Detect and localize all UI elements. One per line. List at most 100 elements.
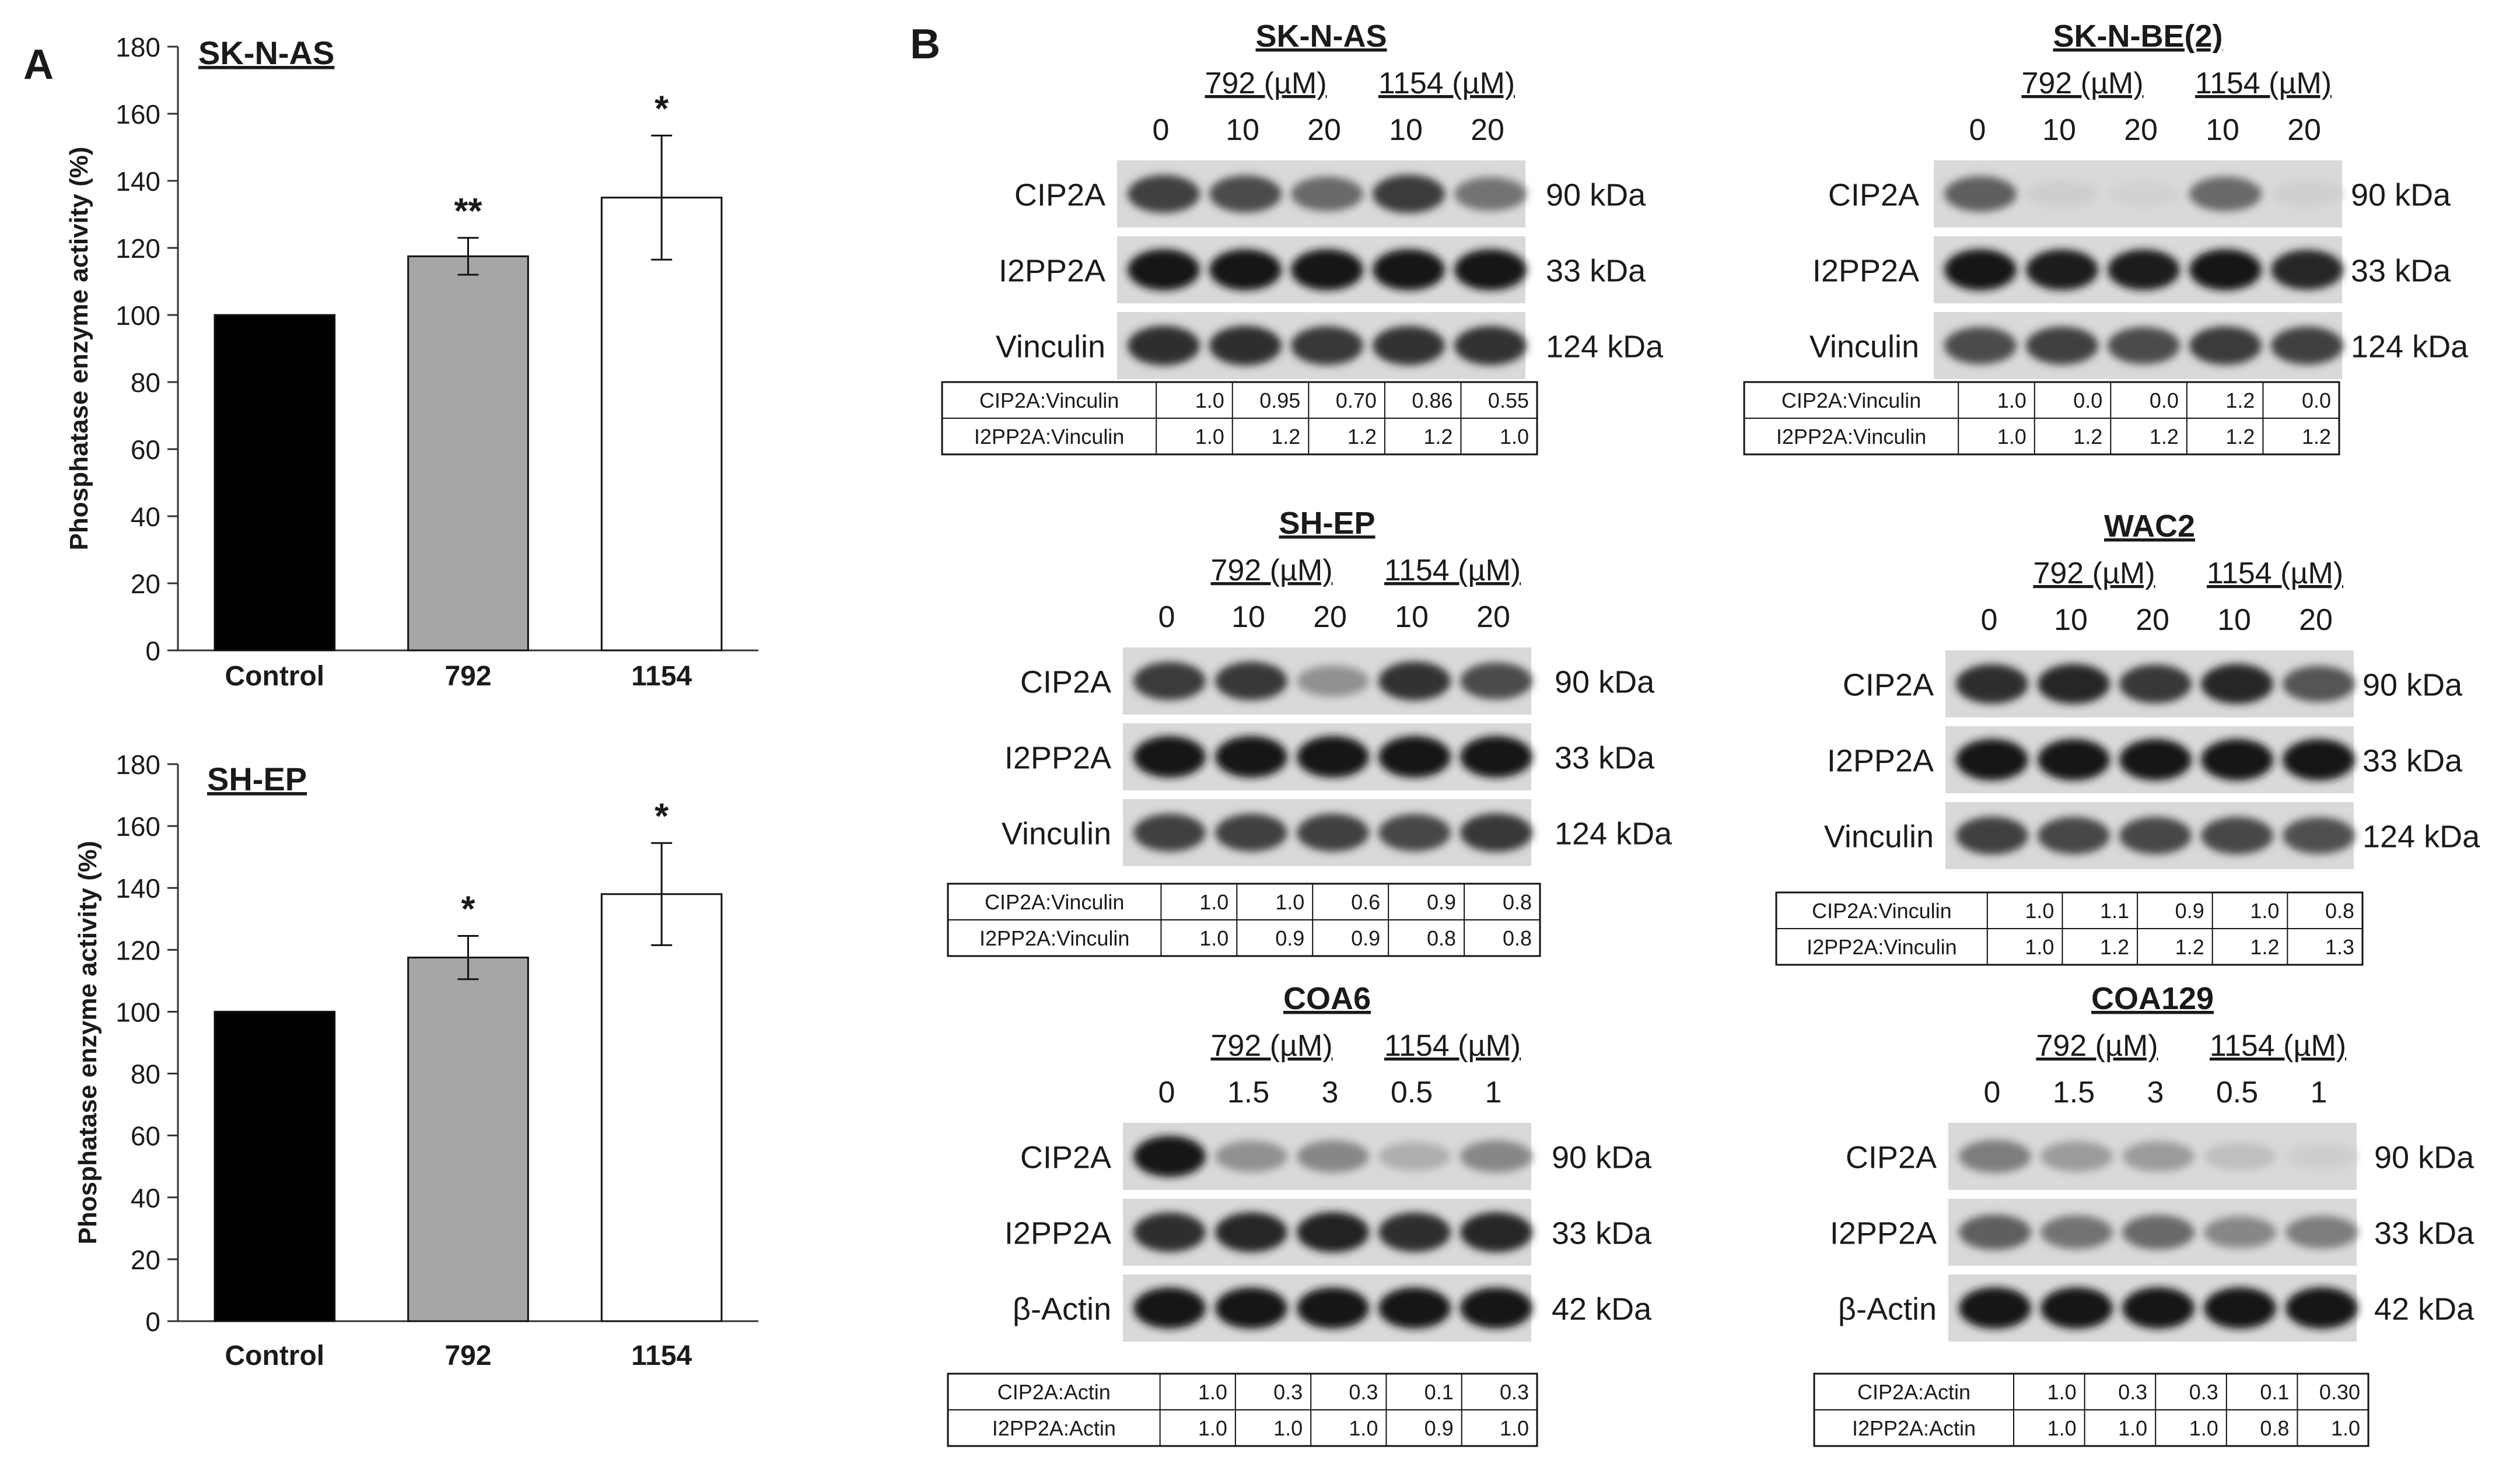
table-cell: 0.9 bbox=[1427, 890, 1456, 914]
bar-charts: 0 20 40 60 80 100 120 140 160 180 SK-N-AS Phosphata… bbox=[65, 32, 758, 1371]
band bbox=[1209, 249, 1282, 290]
lane-label: 20 bbox=[1313, 600, 1347, 634]
band bbox=[2189, 326, 2262, 365]
kda-label: 33 kDa bbox=[2374, 1216, 2474, 1251]
band bbox=[1215, 661, 1287, 701]
band bbox=[1209, 175, 1282, 213]
table-row-label: CIP2A:Actin bbox=[998, 1380, 1111, 1404]
bar-Control bbox=[214, 1010, 336, 1322]
protein-label: Vinculin bbox=[1810, 330, 1919, 365]
table-cell: 1.0 bbox=[1997, 425, 2027, 449]
x-tick-label: 792 bbox=[444, 1340, 491, 1371]
kda-label: 90 kDa bbox=[2351, 178, 2451, 213]
blot-strip--actin: β-Actin 42 kDa bbox=[1838, 1275, 2474, 1342]
x-tick-label: Control bbox=[225, 661, 325, 692]
table-cell: 1.1 bbox=[2100, 899, 2129, 923]
blot-title: SK-N-AS bbox=[1256, 19, 1387, 54]
band bbox=[2201, 817, 2273, 855]
band bbox=[1297, 1212, 1369, 1253]
band bbox=[1959, 1140, 2031, 1173]
band bbox=[1373, 249, 1445, 290]
lane-label: 10 bbox=[1395, 600, 1429, 634]
blot-strip-cip2a: CIP2A 90 kDa bbox=[1828, 160, 2451, 227]
group-label-792: 792 (µM) bbox=[2033, 556, 2155, 590]
band bbox=[1297, 665, 1369, 697]
table-cell: 1.0 bbox=[2048, 1380, 2077, 1404]
kda-label: 90 kDa bbox=[1546, 178, 1646, 213]
protein-label: I2PP2A bbox=[999, 254, 1105, 289]
protein-label: CIP2A bbox=[1020, 665, 1111, 700]
band bbox=[2041, 1287, 2113, 1329]
table-cell: 1.0 bbox=[1195, 388, 1224, 412]
blot-title: COA6 bbox=[1283, 981, 1371, 1016]
band bbox=[2283, 738, 2355, 781]
lane-label: 0 bbox=[1984, 1076, 2001, 1109]
table-row-label: I2PP2A:Actin bbox=[992, 1416, 1116, 1440]
group-label-792: 792 (µM) bbox=[2021, 66, 2143, 100]
band bbox=[1959, 1287, 2031, 1329]
table-cell: 0.86 bbox=[1412, 388, 1452, 412]
kda-label: 33 kDa bbox=[1555, 741, 1655, 776]
lane-label: 0 bbox=[1981, 603, 1998, 637]
table-row-label: CIP2A:Actin bbox=[1857, 1380, 1971, 1404]
group-label-1154: 1154 (µM) bbox=[1384, 554, 1521, 587]
table-cell: 1.0 bbox=[2118, 1416, 2147, 1440]
table-cell: 1.0 bbox=[2250, 899, 2279, 923]
table-cell: 1.2 bbox=[2100, 935, 2129, 959]
lane-label: 10 bbox=[1226, 113, 1259, 147]
lane-label: 0.5 bbox=[1391, 1076, 1433, 1109]
y-tick-label: 40 bbox=[131, 1183, 160, 1213]
band bbox=[2204, 1142, 2276, 1171]
table-cell: 0.8 bbox=[1503, 926, 1532, 950]
significance-label: * bbox=[654, 796, 669, 836]
blot-sk-n-as: SK-N-AS 792 (µM) 1154 (µM) 0 10 20 10 20 CIP2A 90… bbox=[941, 19, 1664, 456]
band bbox=[1297, 736, 1369, 778]
band bbox=[1209, 325, 1282, 366]
band bbox=[1215, 1212, 1287, 1252]
table-cell: 1.0 bbox=[1275, 890, 1304, 914]
blot-strip-cip2a: CIP2A 90 kDa bbox=[1020, 647, 1655, 715]
band bbox=[2204, 1216, 2276, 1249]
group-label-792: 792 (µM) bbox=[2036, 1029, 2158, 1063]
band bbox=[1944, 249, 2017, 290]
band bbox=[1128, 249, 1200, 290]
band bbox=[1215, 1287, 1287, 1329]
quant-table: CIP2A:Vinculin 1.0 1.0 0.6 0.9 0.8 I2PP2A:Vinc… bbox=[947, 883, 1541, 957]
protein-label: CIP2A bbox=[1843, 668, 1934, 703]
lane-label: 0 bbox=[1153, 113, 1170, 147]
table-cell: 0.3 bbox=[1273, 1380, 1303, 1404]
lane-label: 10 bbox=[1231, 600, 1265, 634]
band bbox=[1291, 326, 1363, 365]
blot-strip-i2pp2a: I2PP2A 33 kDa bbox=[1005, 723, 1655, 790]
blot-strip-cip2a: CIP2A 90 kDa bbox=[1020, 1123, 1652, 1190]
quant-table: CIP2A:Vinculin 1.0 0.0 0.0 1.2 0.0 I2PP2A:Vinc… bbox=[1743, 381, 2340, 456]
blot-title: COA129 bbox=[2091, 981, 2214, 1016]
y-tick-label: 0 bbox=[145, 1307, 160, 1337]
band bbox=[1956, 738, 2028, 781]
x-tick-label: Control bbox=[225, 1340, 325, 1371]
table-cell: 1.0 bbox=[1500, 1416, 1529, 1440]
table-cell: 0.8 bbox=[1503, 890, 1532, 914]
lane-label: 0 bbox=[1158, 600, 1175, 634]
table-cell: 1.0 bbox=[1500, 425, 1529, 449]
table-cell: 0.8 bbox=[2325, 899, 2354, 923]
lane-label: 3 bbox=[1322, 1076, 1339, 1109]
group-label-1154: 1154 (µM) bbox=[2210, 1029, 2346, 1063]
y-axis-label: Phosphatase enzyme activity (%) bbox=[74, 841, 102, 1244]
kda-label: 90 kDa bbox=[1555, 665, 1655, 700]
band bbox=[1215, 736, 1287, 778]
table-cell: 0.9 bbox=[1351, 926, 1380, 950]
bar-792 bbox=[407, 255, 529, 652]
table-cell: 0.8 bbox=[1427, 926, 1456, 950]
group-label-792: 792 (µM) bbox=[1210, 554, 1332, 587]
table-cell: 1.0 bbox=[2331, 1416, 2360, 1440]
kda-label: 90 kDa bbox=[2362, 668, 2463, 703]
group-label-792: 792 (µM) bbox=[1210, 1029, 1332, 1063]
significance-label: * bbox=[654, 89, 669, 129]
lane-label: 3 bbox=[2147, 1076, 2164, 1109]
kda-label: 33 kDa bbox=[1552, 1216, 1652, 1251]
band bbox=[1297, 1287, 1369, 1329]
band bbox=[2026, 327, 2098, 365]
table-cell: 1.2 bbox=[2250, 935, 2279, 959]
lane-label: 1 bbox=[1485, 1076, 1502, 1109]
